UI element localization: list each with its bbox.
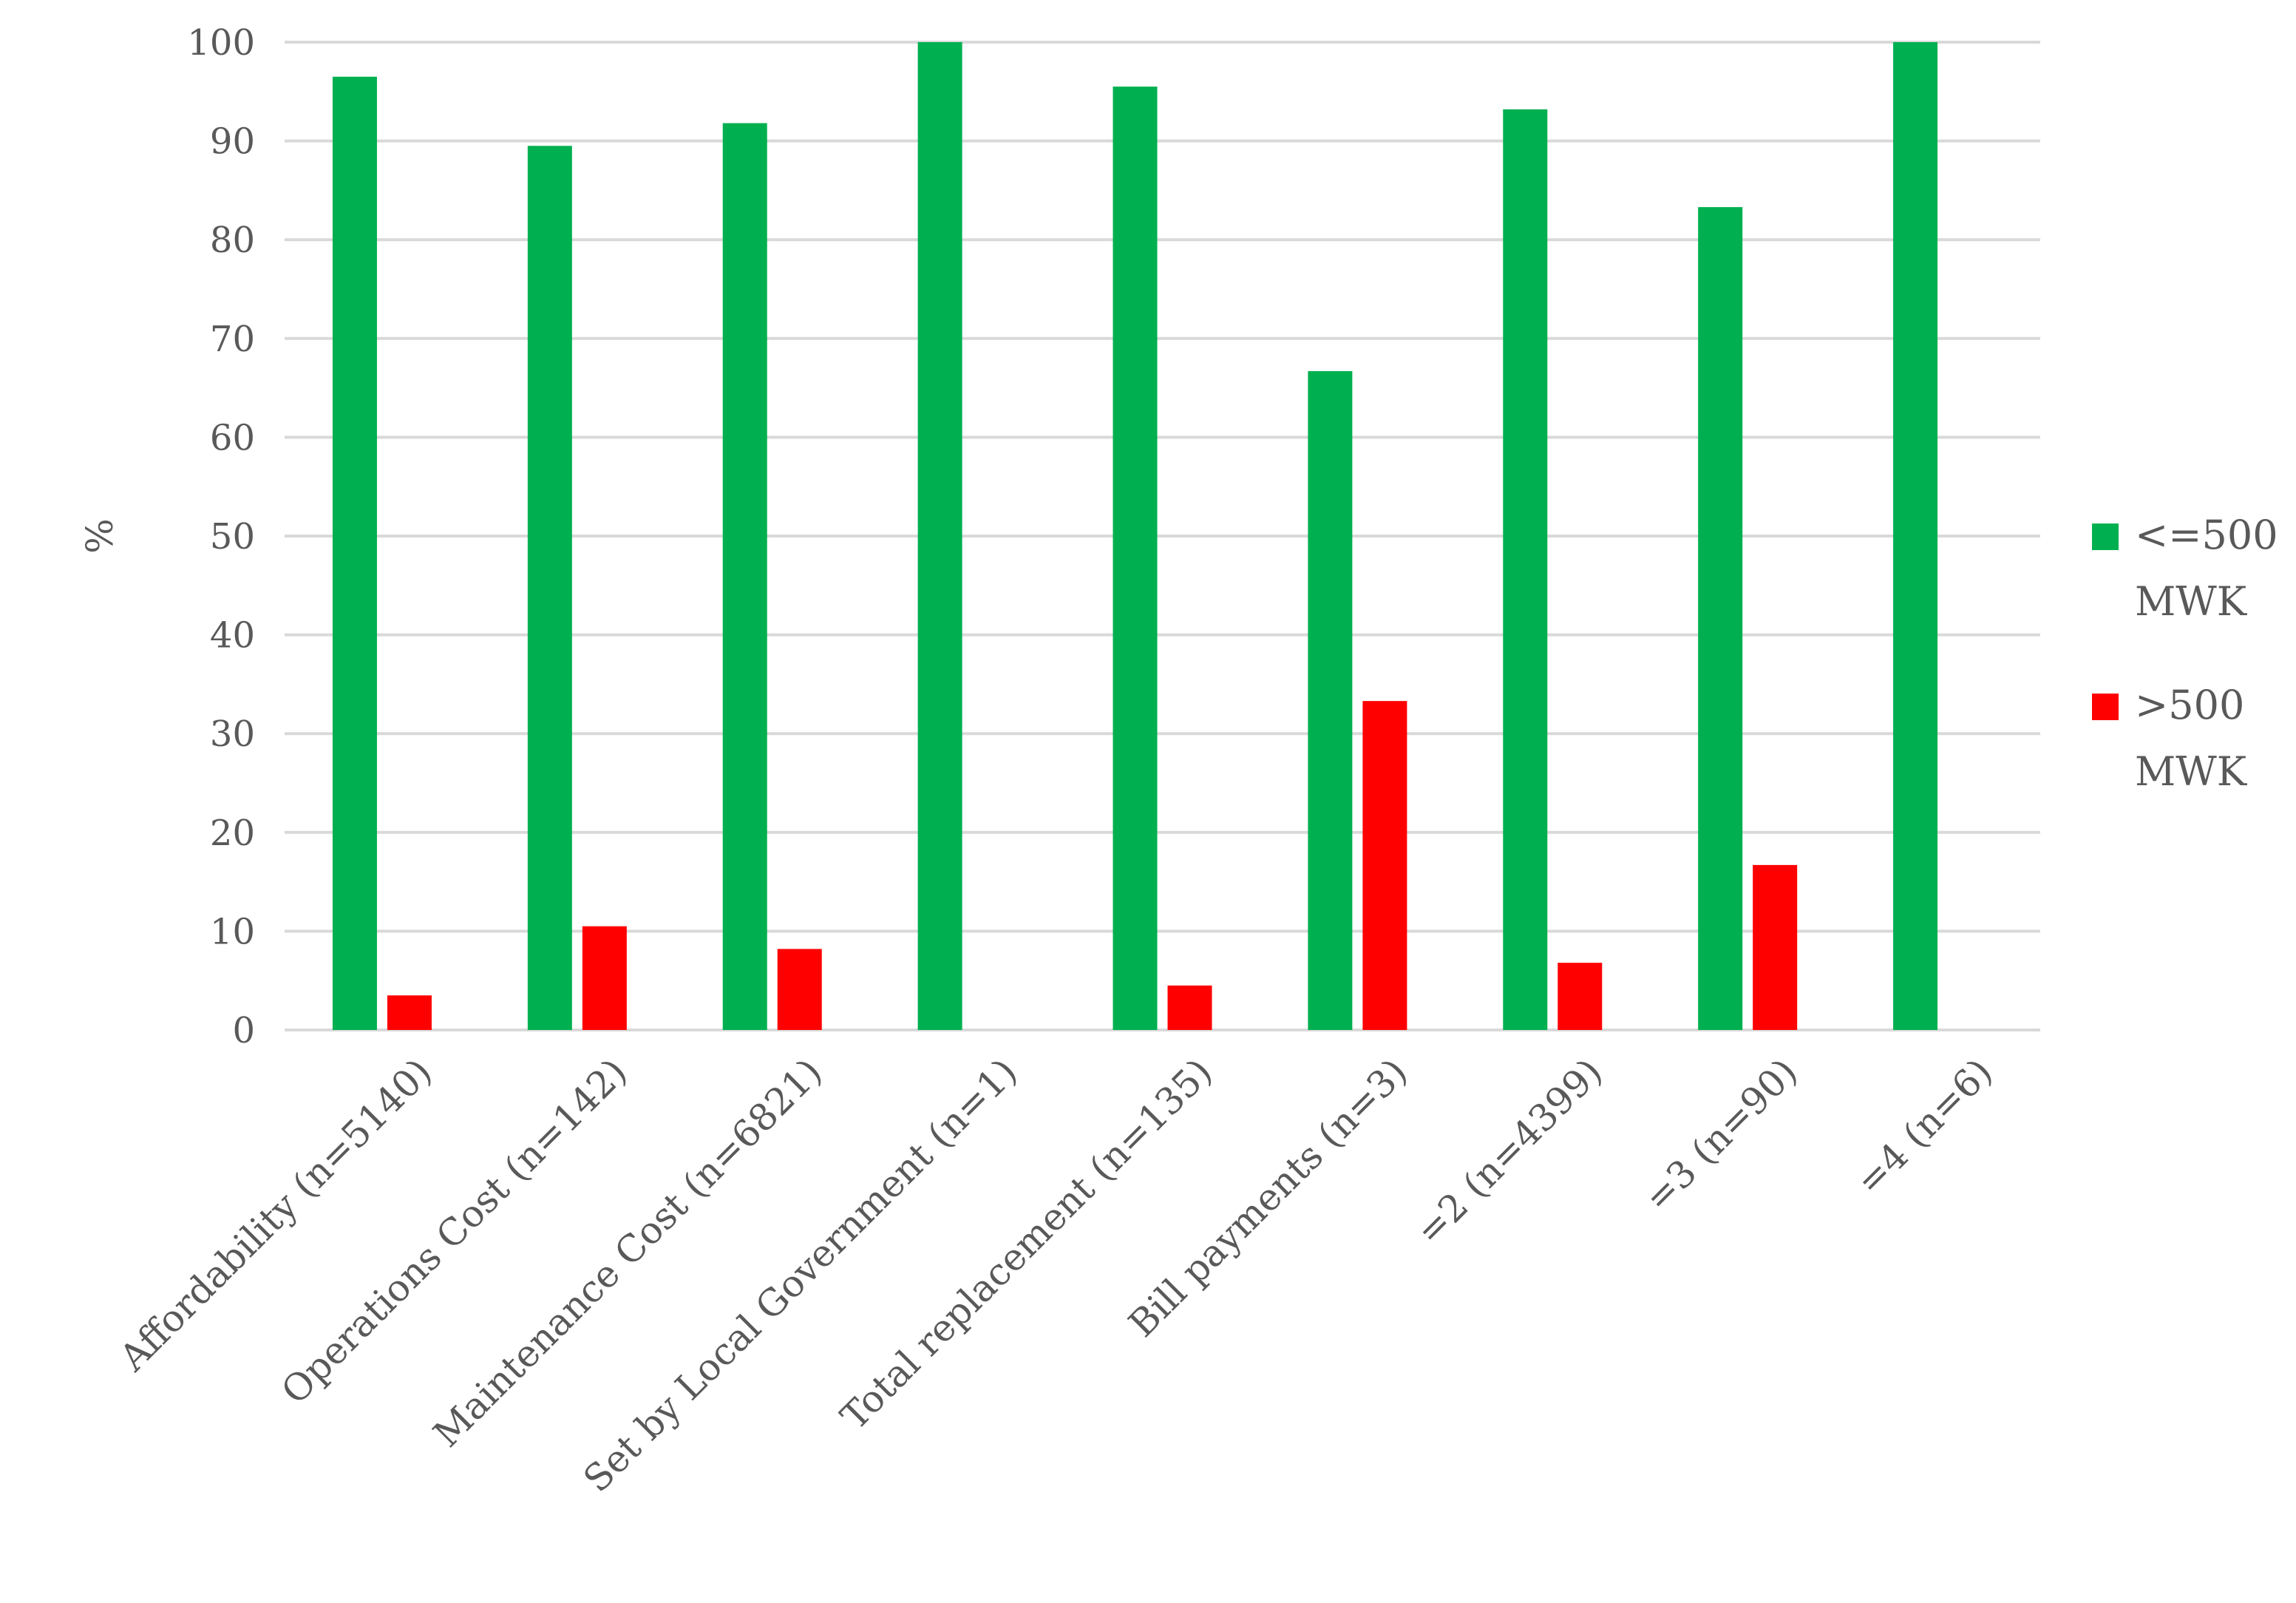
legend-item: <=500 MWK (2092, 512, 2278, 625)
legend-item: >500 MWK (2092, 682, 2248, 795)
y-tick-label: 0 (232, 1010, 255, 1051)
y-tick-label: 70 (210, 319, 255, 360)
bar-le-500 (1308, 370, 1353, 1030)
x-axis-tick-labels: Affordability (n=5140)Operations Cost (n… (111, 1050, 2001, 1500)
bar-gt-500 (777, 949, 822, 1030)
gridlines (285, 41, 2040, 1031)
y-tick-label: 20 (210, 813, 255, 854)
y-tick-label: 10 (210, 911, 255, 952)
y-tick-label: 40 (210, 615, 255, 657)
x-tick-label: =3 (n=90) (1636, 1050, 1805, 1219)
bar-le-500 (332, 76, 377, 1030)
x-tick-label: Maintenance Cost (n=6821) (425, 1050, 830, 1455)
bar-gt-500 (1362, 701, 1407, 1030)
legend-swatch (2092, 523, 2119, 550)
legend-swatch (2092, 694, 2119, 720)
bar-gt-500 (387, 995, 432, 1030)
y-tick-label: 90 (210, 121, 255, 163)
legend: <=500 MWK >500 MWK (2092, 512, 2278, 795)
y-tick-label: 100 (187, 22, 255, 64)
bar-le-500 (917, 42, 962, 1030)
x-tick-label: Set by Local Government (n=1) (575, 1050, 1025, 1500)
bar-gt-500 (1753, 864, 1798, 1030)
bar-gt-500 (582, 926, 627, 1030)
y-tick-label: 60 (210, 417, 255, 458)
bar-gt-500 (1558, 963, 1603, 1030)
legend-label: >500 (2135, 682, 2244, 728)
bars (332, 42, 1938, 1031)
legend-label: MWK (2135, 578, 2248, 625)
bar-le-500 (1893, 42, 1938, 1030)
x-tick-label: =2 (n=4399) (1407, 1050, 1610, 1253)
y-tick-label: 50 (210, 516, 255, 558)
bar-gt-500 (1167, 985, 1212, 1030)
x-tick-label: Operations Cost (n=142) (273, 1050, 635, 1412)
y-axis-label: % (78, 518, 121, 554)
x-tick-label: =4 (n=6) (1848, 1050, 2001, 1203)
legend-label: <=500 (2135, 512, 2278, 558)
y-tick-label: 30 (210, 714, 255, 755)
x-tick-label: Affordability (n=5140) (111, 1050, 441, 1380)
bar-le-500 (1503, 109, 1548, 1030)
y-axis-tick-labels: 0 10 20 30 40 50 60 70 80 90 100 (187, 22, 255, 1051)
y-tick-label: 80 (210, 220, 255, 261)
bar-le-500 (527, 146, 572, 1030)
bar-le-500 (1698, 207, 1743, 1030)
x-tick-label: Total replacement (n=135) (832, 1050, 1220, 1438)
legend-label: MWK (2135, 748, 2248, 795)
bar-le-500 (1113, 87, 1158, 1031)
bar-le-500 (722, 123, 767, 1030)
